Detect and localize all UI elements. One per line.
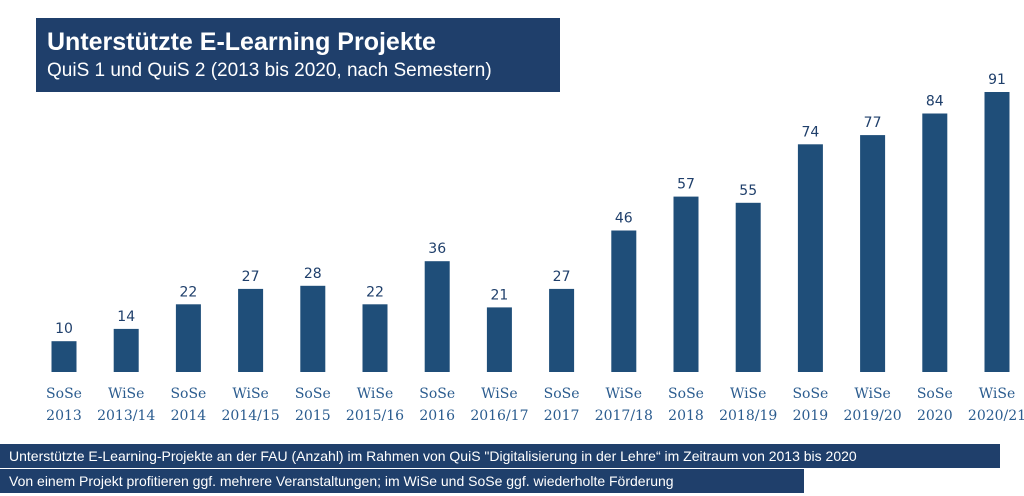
- category-label-6-line-2: 2016: [419, 408, 455, 424]
- category-label-11-line-2: 2018/19: [719, 408, 777, 424]
- data-label-8: 27: [553, 269, 571, 285]
- bar-13: [860, 135, 886, 372]
- category-label-5-line-2: 2015/16: [346, 408, 404, 424]
- category-label-10-line-2: 2018: [668, 408, 704, 424]
- category-label-14-line-1: SoSe: [917, 386, 953, 402]
- bar-3: [238, 288, 264, 372]
- category-label-9-line-1: WiSe: [606, 386, 643, 402]
- chart-subtitle: QuiS 1 und QuiS 2 (2013 bis 2020, nach S…: [47, 60, 492, 81]
- bar-15: [984, 92, 1010, 372]
- category-label-3-line-1: WiSe: [232, 386, 269, 402]
- bar-14: [922, 113, 948, 372]
- footnote-line-2: Von einem Projekt profitieren ggf. mehre…: [0, 469, 804, 493]
- bar-7: [486, 307, 512, 372]
- data-label-10: 57: [677, 177, 695, 193]
- data-label-0: 10: [55, 321, 73, 337]
- data-label-9: 46: [615, 211, 633, 227]
- chart-title: Unterstützte E-Learning Projekte: [47, 28, 436, 56]
- data-label-5: 22: [366, 284, 384, 300]
- footnote-line-1: Unterstützte E-Learning-Projekte an der …: [0, 444, 1000, 468]
- bar-10: [673, 196, 699, 372]
- category-label-7-line-1: WiSe: [481, 386, 518, 402]
- category-label-13-line-1: WiSe: [854, 386, 891, 402]
- category-label-13-line-2: 2019/20: [844, 408, 902, 424]
- category-label-2-line-2: 2014: [171, 408, 207, 424]
- category-label-12-line-1: SoSe: [792, 386, 828, 402]
- category-label-8-line-2: 2017: [544, 408, 580, 424]
- chart-title-box: Unterstützte E-Learning Projekte QuiS 1 …: [36, 18, 560, 92]
- data-label-2: 22: [179, 284, 197, 300]
- category-label-0-line-1: SoSe: [46, 386, 82, 402]
- bar-5: [362, 304, 388, 372]
- data-label-3: 27: [242, 269, 260, 285]
- bar-11: [735, 202, 761, 372]
- data-label-11: 55: [739, 183, 757, 199]
- bar-8: [549, 288, 575, 372]
- bar-4: [300, 285, 326, 372]
- category-label-8-line-1: SoSe: [544, 386, 580, 402]
- data-label-14: 84: [926, 94, 944, 110]
- data-label-15: 91: [988, 72, 1006, 88]
- category-label-5-line-1: WiSe: [357, 386, 394, 402]
- category-label-0-line-2: 2013: [46, 408, 82, 424]
- category-label-15-line-2: 2020/21: [968, 408, 1024, 424]
- category-label-12-line-2: 2019: [793, 408, 829, 424]
- category-label-7-line-2: 2016/17: [470, 408, 528, 424]
- bar-0: [51, 341, 77, 372]
- category-label-11-line-1: WiSe: [730, 386, 767, 402]
- category-label-4-line-2: 2015: [295, 408, 331, 424]
- data-label-12: 74: [801, 124, 819, 140]
- data-label-1: 14: [117, 309, 135, 325]
- category-label-14-line-2: 2020: [917, 408, 953, 424]
- category-label-6-line-1: SoSe: [419, 386, 455, 402]
- data-label-13: 77: [864, 115, 882, 131]
- category-label-15-line-1: WiSe: [979, 386, 1016, 402]
- data-label-4: 28: [304, 266, 322, 282]
- data-label-6: 36: [428, 241, 446, 257]
- bar-2: [175, 304, 201, 372]
- category-label-1-line-2: 2013/14: [97, 408, 155, 424]
- category-label-9-line-2: 2017/18: [595, 408, 653, 424]
- category-label-3-line-2: 2014/15: [222, 408, 280, 424]
- bar-9: [611, 230, 637, 372]
- data-label-7: 21: [490, 287, 508, 303]
- bar-6: [424, 261, 450, 372]
- category-label-2-line-1: SoSe: [170, 386, 206, 402]
- category-label-10-line-1: SoSe: [668, 386, 704, 402]
- category-label-4-line-1: SoSe: [295, 386, 331, 402]
- bar-1: [113, 328, 139, 372]
- category-label-1-line-1: WiSe: [108, 386, 145, 402]
- bar-12: [797, 144, 823, 372]
